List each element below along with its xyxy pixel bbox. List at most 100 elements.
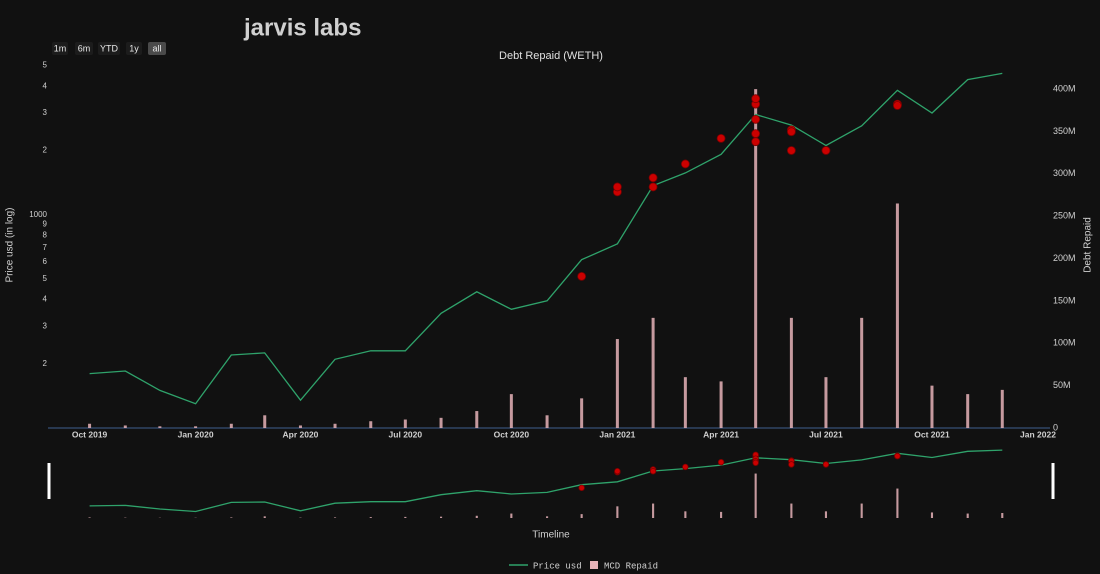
bar <box>229 423 233 428</box>
bar <box>88 423 92 428</box>
bar <box>298 425 302 428</box>
y2-tick-label: 300M <box>1053 168 1076 178</box>
y-tick-label: 2 <box>43 359 48 368</box>
y2-tick-label: 0 <box>1053 422 1058 432</box>
bar <box>683 377 687 428</box>
y-tick-label: 4 <box>43 81 48 90</box>
bar <box>475 411 479 428</box>
bar <box>615 339 619 428</box>
event-marker <box>821 146 831 155</box>
y2-tick-label: 350M <box>1053 126 1076 136</box>
x-axis-title: Timeline <box>532 530 570 541</box>
y-tick-label: 4 <box>43 295 48 304</box>
range-button-label[interactable]: YTD <box>100 43 119 53</box>
x-tick-label: Apr 2021 <box>703 429 739 439</box>
y2-axis-title: Debt Repaid <box>1083 217 1094 273</box>
bar <box>789 317 793 428</box>
event-marker <box>614 468 621 475</box>
x-tick-label: Jul 2021 <box>809 429 843 439</box>
bar <box>966 513 969 518</box>
x-tick-label: Apr 2020 <box>283 429 319 439</box>
bar <box>616 506 619 518</box>
x-tick-label: Oct 2021 <box>914 429 950 439</box>
bar <box>754 89 758 428</box>
bar <box>754 473 757 518</box>
event-marker <box>680 159 690 169</box>
range-button-label[interactable]: all <box>152 43 161 53</box>
bar <box>123 425 127 428</box>
range-button[interactable] <box>75 42 93 55</box>
bar <box>966 394 970 428</box>
range-button-label[interactable]: 1m <box>54 43 67 53</box>
bar <box>333 517 337 518</box>
bar <box>719 381 723 428</box>
y-tick-label: 3 <box>43 108 48 117</box>
y2-tick-label: 200M <box>1053 253 1076 263</box>
bar <box>369 517 372 518</box>
legend-label: MCD Repaid <box>604 561 658 571</box>
y-axis-title: Price usd (in log) <box>5 207 16 282</box>
bar <box>440 516 443 518</box>
bar <box>824 511 828 518</box>
event-marker <box>649 468 657 475</box>
x-tick-label: Jul 2020 <box>389 429 423 439</box>
legend-swatch <box>590 561 598 569</box>
bar <box>930 385 934 428</box>
bar <box>263 415 267 428</box>
bar <box>1001 513 1004 518</box>
bar <box>860 503 863 518</box>
event-marker <box>822 461 830 468</box>
range-button-label[interactable]: 6m <box>78 43 91 53</box>
price-line <box>89 449 1003 513</box>
bar <box>88 517 91 518</box>
x-tick-label: Oct 2019 <box>72 429 108 439</box>
x-tick-label: Jan 2021 <box>599 429 635 439</box>
bar <box>860 317 864 428</box>
bar <box>824 377 828 428</box>
event-marker <box>894 452 901 460</box>
bar <box>158 426 162 428</box>
event-marker <box>786 127 796 137</box>
bar <box>580 514 583 518</box>
chart-title: Debt Repaid (WETH) <box>499 50 603 62</box>
range-button[interactable] <box>98 42 120 55</box>
range-button[interactable] <box>52 42 68 55</box>
bar <box>263 516 266 518</box>
bar <box>895 203 899 428</box>
y-tick-label: 7 <box>43 243 48 252</box>
bar <box>509 394 513 428</box>
y-tick-label: 5 <box>43 274 48 283</box>
logo: jarvis labs <box>243 14 361 41</box>
y-tick-label: 6 <box>43 257 48 266</box>
event-marker <box>893 101 902 110</box>
bar <box>720 511 723 518</box>
bar <box>404 516 407 518</box>
event-marker <box>751 129 761 139</box>
event-marker <box>682 463 689 471</box>
y2-tick-label: 100M <box>1053 338 1076 348</box>
event-marker <box>578 484 585 492</box>
y2-tick-label: 400M <box>1053 83 1076 93</box>
event-marker <box>648 182 658 192</box>
x-tick-label: Jan 2022 <box>1020 429 1056 439</box>
bar <box>230 517 233 518</box>
bar <box>684 511 687 518</box>
event-marker <box>612 182 622 192</box>
y-tick-label: 5 <box>43 61 48 70</box>
bar <box>580 398 584 428</box>
range-button[interactable] <box>148 42 166 55</box>
range-button-label[interactable]: 1y <box>129 43 139 53</box>
bar <box>790 503 793 518</box>
bar <box>439 417 443 428</box>
event-marker <box>752 459 759 467</box>
y2-tick-label: 250M <box>1053 211 1076 221</box>
legend-label: Price usd <box>533 561 582 571</box>
y2-tick-label: 150M <box>1053 295 1076 305</box>
range-button[interactable] <box>126 42 142 55</box>
y-tick-label: 3 <box>43 321 48 330</box>
bar <box>369 421 373 428</box>
bar <box>930 512 934 518</box>
bar <box>652 503 655 518</box>
